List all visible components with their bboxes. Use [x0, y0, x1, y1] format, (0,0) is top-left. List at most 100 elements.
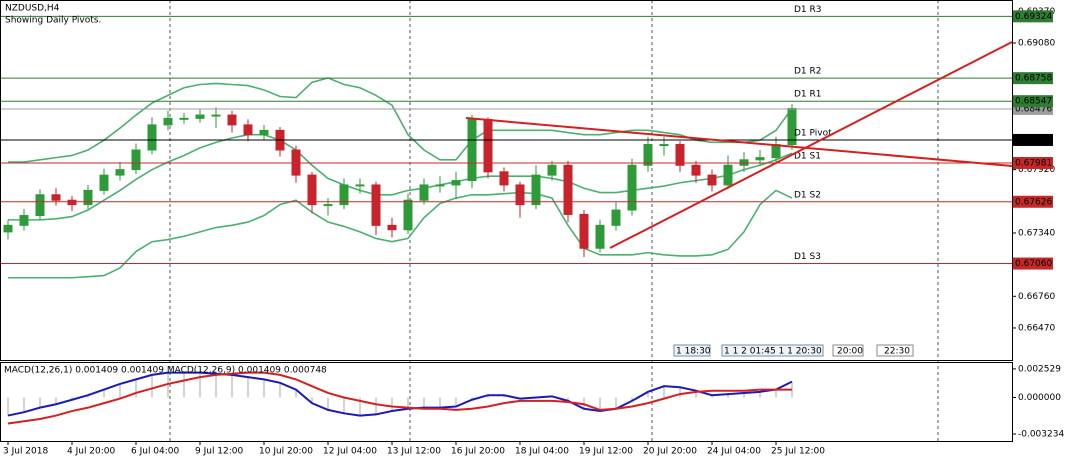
pivot-label: 0.68192	[1015, 135, 1052, 145]
pivot-name: D1 S2	[794, 190, 821, 200]
pivot-label: 0.69324	[1015, 12, 1052, 22]
symbol: NZDUSD,H4	[5, 4, 60, 14]
candle-body	[563, 164, 573, 215]
y-tick-label: -0.003234	[1018, 430, 1064, 440]
marker-box	[876, 344, 914, 357]
macd-title: MACD(12,26,1) 0.001409 0.001409 MACD(12,…	[4, 366, 327, 376]
pivot-name: D1 R1	[794, 90, 822, 100]
pivot-name: D1 S3	[794, 252, 821, 262]
x-tick-label: 6 Jul 04:00	[131, 447, 180, 457]
note: Showing Daily Pivots.	[5, 16, 101, 26]
candle-body	[211, 114, 221, 117]
candle-body	[483, 118, 493, 173]
pivot-box	[1013, 257, 1053, 270]
candle-body	[579, 213, 589, 249]
candle-body	[595, 224, 605, 249]
candle-body	[499, 171, 509, 186]
candle-body	[195, 114, 205, 119]
candle-body	[547, 164, 557, 176]
pivot-box	[1013, 156, 1053, 169]
trendline	[465, 117, 1013, 167]
candle-body	[387, 224, 397, 231]
x-tick-label: 12 Jul 04:00	[323, 447, 377, 457]
bollinger-lower	[8, 189, 793, 279]
candle-body	[307, 174, 317, 206]
x-tick-label: 24 Jul 04:00	[707, 447, 761, 457]
candle-body	[3, 224, 13, 233]
candle-body	[467, 118, 477, 182]
candle-body	[515, 184, 525, 206]
bollinger-middle	[8, 133, 793, 221]
candle-body	[659, 144, 669, 147]
macd-line	[7, 371, 792, 425]
candle-body	[435, 184, 445, 187]
pivot-label: 0.67060	[1015, 259, 1052, 269]
candle-body	[115, 169, 125, 176]
candle-body	[691, 164, 701, 176]
y-tick-label: 0.000000	[1018, 393, 1061, 403]
candle-body	[19, 215, 29, 226]
candle-body	[531, 174, 541, 206]
candle-body	[451, 180, 461, 186]
candle-body	[67, 199, 77, 206]
candle-body	[787, 108, 797, 146]
macd-frame	[0, 362, 1013, 442]
current-price-label: 0.68476	[1015, 104, 1052, 114]
candle-body	[339, 184, 349, 206]
x-tick-label: 16 Jul 20:00	[451, 447, 505, 457]
x-tick-label: 3 Jul 2018	[3, 447, 48, 457]
candle-body	[323, 204, 333, 207]
candle-body	[755, 157, 765, 161]
pivot-box	[1013, 195, 1053, 208]
x-tick-label: 25 Jul 12:00	[771, 447, 825, 457]
time-marker: 1 18:30	[676, 347, 711, 357]
candle-body	[227, 114, 237, 126]
candle-body	[355, 184, 365, 187]
candle-body	[723, 164, 733, 186]
separators	[169, 0, 939, 441]
time-marker: 22:30	[884, 347, 910, 357]
pivot-label: 0.67626	[1015, 197, 1052, 207]
pivot-box	[1013, 10, 1053, 23]
candle-body	[611, 209, 621, 226]
pivot-box	[1013, 133, 1053, 146]
pivot-box	[1013, 72, 1053, 85]
y-tick-label: 0.67920	[1018, 165, 1055, 175]
trendline	[609, 41, 1013, 249]
marker-box	[721, 344, 824, 357]
candle-body	[627, 164, 637, 211]
price-frame	[0, 0, 1013, 361]
pivot-label: 0.67981	[1015, 158, 1052, 168]
time-markers: 1 18:30 1 1 2 01:45 1 1 20:30 20:00 22:3…	[673, 344, 914, 357]
candle-body	[371, 184, 381, 226]
y-tick-label: 0.67340	[1018, 228, 1055, 238]
pivot-box	[1013, 95, 1053, 108]
pivot-name: D1 S1	[794, 151, 821, 161]
candle-body	[243, 124, 253, 136]
time-marker: 1 1 2 01:45 1 1 20:30	[724, 347, 822, 357]
candle-body	[675, 144, 685, 166]
candle-body	[179, 117, 189, 120]
candle-body	[99, 174, 109, 191]
pivot-label: 0.68547	[1015, 97, 1052, 107]
marker-box	[673, 344, 711, 357]
x-tick-label: 18 Jul 04:00	[515, 447, 569, 457]
candle-body	[51, 194, 61, 201]
x-tick-label: 20 Jul 20:00	[643, 447, 697, 457]
candle-body	[147, 124, 157, 151]
candle-body	[643, 144, 653, 166]
x-tick-label: 13 Jul 12:00	[387, 447, 441, 457]
candle-body	[131, 149, 141, 171]
y-tick-label: 0.66760	[1018, 292, 1055, 302]
bollinger-upper	[8, 77, 793, 163]
pivot-name: D1 Pivot	[794, 128, 832, 138]
marker-box	[832, 344, 864, 357]
pivot-name: D1 R2	[794, 67, 822, 77]
candle-body	[163, 117, 173, 126]
pivot-name: D1 R3	[794, 5, 822, 15]
macd-line	[7, 371, 793, 417]
x-tick-label: 19 Jul 12:00	[579, 447, 633, 457]
